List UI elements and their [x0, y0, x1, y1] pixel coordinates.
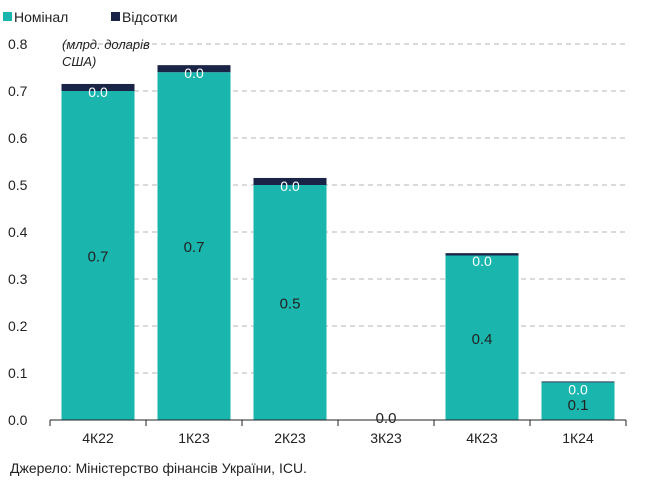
source-note: Джерело: Міністерство фінансів України, … [10, 460, 307, 476]
data-label-nominal: 0.7 [88, 249, 109, 266]
data-label-interest: 0.0 [184, 65, 204, 81]
data-label-nominal: 0.1 [568, 397, 589, 414]
y-tick-label: 0.4 [8, 224, 28, 240]
bar-interest [541, 381, 615, 383]
y-tick-label: 0.8 [8, 36, 28, 52]
unit-label-line2: США) [62, 54, 96, 69]
y-tick-label: 0.6 [8, 130, 28, 146]
y-tick-label: 0.3 [8, 271, 28, 287]
legend: Номінал Відсотки [3, 9, 178, 25]
x-axis: 4К22 1К23 2К23 3К23 4К23 1К24 [49, 419, 627, 446]
y-tick-label: 0.5 [8, 177, 28, 193]
unit-label-line1: (млрд. доларів [62, 37, 150, 52]
gridlines [62, 43, 626, 374]
bar-interest [157, 65, 231, 73]
bar-nominal [253, 185, 327, 420]
data-label-interest: 0.0 [376, 410, 397, 427]
bar-nominal [541, 382, 615, 420]
data-label-nominal: 0.7 [184, 239, 205, 256]
x-tick-label: 4К23 [466, 430, 498, 446]
data-label-nominal: 0.5 [280, 296, 301, 313]
data-label-interest: 0.0 [280, 178, 300, 194]
legend-label-interest: Відсотки [122, 9, 178, 25]
bar-nominal [61, 91, 135, 420]
data-label-interest: 0.0 [88, 84, 108, 100]
legend-label-nominal: Номінал [14, 9, 68, 25]
y-tick-label: 0.2 [8, 318, 28, 334]
x-tick-label: 4К22 [82, 430, 114, 446]
data-label-interest: 0.0 [568, 381, 588, 397]
bars: 0.70.00.70.00.50.00.00.40.00.10.0 [61, 65, 615, 427]
bar-interest [253, 177, 327, 185]
x-tick-label: 3К23 [370, 430, 402, 446]
data-label-nominal: 0.4 [472, 331, 493, 348]
x-tick-label: 1К24 [562, 430, 594, 446]
bar-chart: Номінал Відсотки 0.00.10.20.30.40.50.60.… [3, 9, 627, 446]
y-axis: 0.0 0.1 0.2 0.3 0.4 0.5 0.6 0.7 0.8 [8, 36, 28, 428]
legend-swatch-interest [111, 12, 120, 21]
bar-nominal [157, 72, 231, 420]
x-tick-label: 1К23 [178, 430, 210, 446]
bar-interest [61, 83, 135, 91]
bar-interest [445, 253, 519, 256]
legend-swatch-nominal [3, 12, 12, 21]
y-tick-label: 0.0 [8, 412, 28, 428]
data-label-interest: 0.0 [472, 253, 492, 269]
y-tick-label: 0.1 [8, 365, 28, 381]
y-tick-label: 0.7 [8, 83, 28, 99]
bar-nominal [445, 255, 519, 420]
x-tick-label: 2К23 [274, 430, 306, 446]
